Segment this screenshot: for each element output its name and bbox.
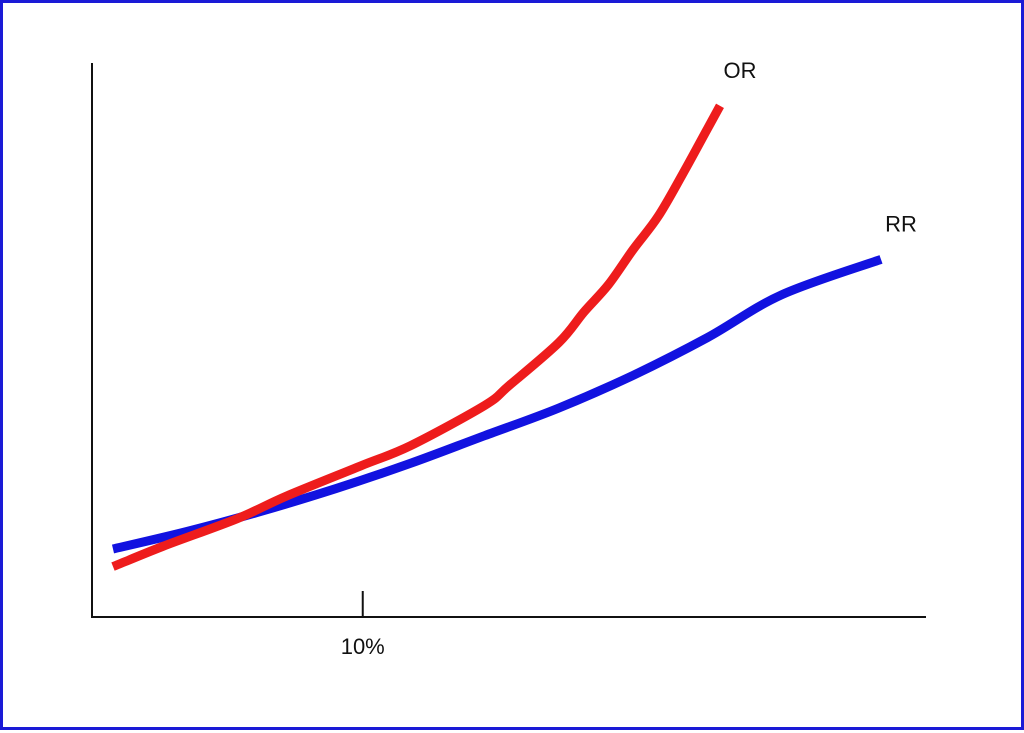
series-line-or: [111, 103, 724, 571]
series-label-rr: RR: [885, 211, 917, 236]
line-chart: 10% RR OR: [91, 58, 926, 659]
series-labels: RR OR: [723, 58, 916, 237]
series-line-rr: [111, 255, 883, 554]
x-tick-label: 10%: [341, 634, 385, 659]
series-label-or: OR: [723, 58, 756, 83]
x-ticks: 10%: [341, 591, 385, 659]
series-layer: [111, 103, 883, 571]
